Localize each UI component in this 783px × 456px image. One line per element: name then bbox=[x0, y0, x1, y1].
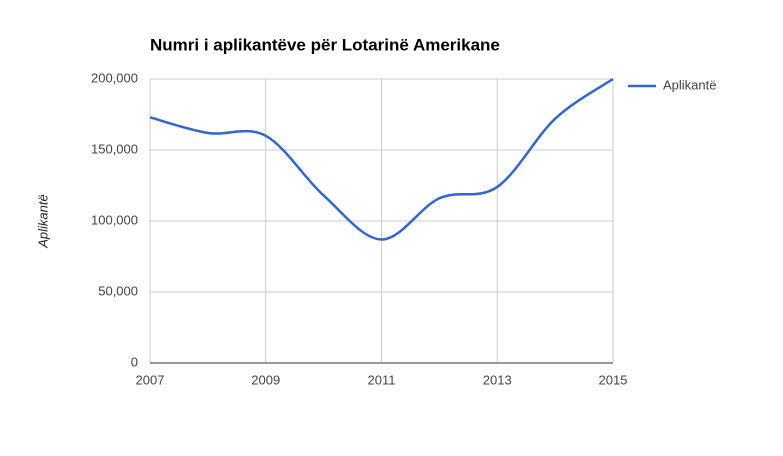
y-tick-label: 150,000 bbox=[91, 141, 138, 156]
line bbox=[149, 77, 614, 241]
y-tick-label: 100,000 bbox=[91, 212, 138, 227]
y-tick-label: 0 bbox=[131, 354, 138, 369]
x-tick-label: 2009 bbox=[251, 372, 280, 387]
y-axis-label: Aplikantë bbox=[35, 194, 50, 248]
x-tick-label: 2013 bbox=[483, 372, 512, 387]
y-tick-label: 200,000 bbox=[91, 70, 138, 85]
x-tick-label: 2007 bbox=[136, 372, 165, 387]
x-tick-label: 2011 bbox=[368, 372, 396, 387]
chart-title: Numri i aplikantëve për Lotarinë Amerika… bbox=[150, 35, 500, 54]
y-tick-label: 50,000 bbox=[98, 283, 138, 298]
x-tick-label: 2015 bbox=[599, 372, 628, 387]
legend-label: Aplikantë bbox=[663, 77, 716, 92]
